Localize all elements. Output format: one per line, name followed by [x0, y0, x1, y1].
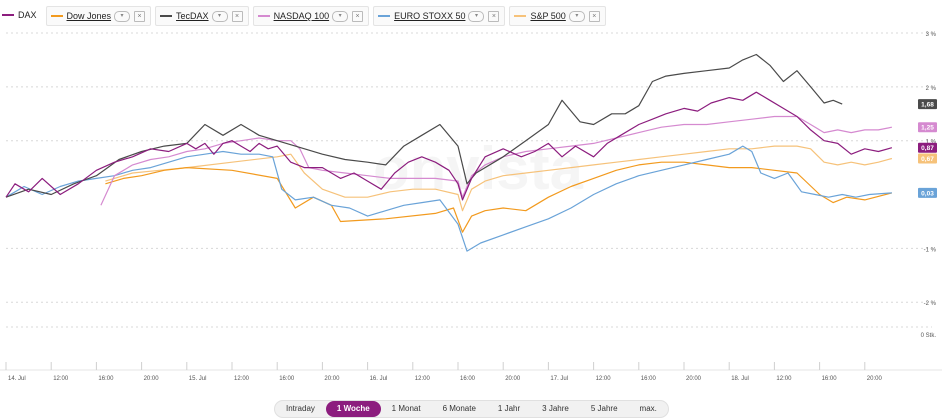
legend-swatch [378, 15, 391, 17]
chevron-down-icon[interactable]: ▾ [114, 10, 131, 22]
legend-swatch [2, 14, 14, 16]
legend-item-1[interactable]: Dow Jones ▾ × [45, 6, 152, 26]
chevron-down-icon[interactable]: ▾ [468, 10, 485, 22]
chevron-down-icon[interactable]: ▾ [211, 10, 228, 22]
x-tick-label: 20:00 [867, 376, 883, 382]
close-icon[interactable]: × [134, 10, 146, 22]
range-button-6[interactable]: 5 Jahre [590, 404, 618, 413]
legend-swatch [50, 15, 63, 17]
series-line-1 [105, 161, 893, 233]
x-tick-label: 20:00 [505, 376, 521, 382]
range-button-5[interactable]: 3 Jahre [542, 404, 569, 413]
chevron-down-icon[interactable]: ▾ [568, 10, 585, 22]
y-tick-label: -2 % [924, 301, 937, 307]
close-icon[interactable]: × [352, 10, 364, 22]
volume-label: 0 Stk. [921, 333, 937, 339]
end-label-box [918, 187, 937, 198]
range-button-7[interactable]: max. [639, 404, 657, 413]
x-tick-label: 12:00 [53, 376, 69, 382]
legend-item-0[interactable]: DAX [2, 6, 42, 24]
legend-label: NASDAQ 100 [273, 11, 330, 21]
x-tick-label: 20:00 [324, 376, 340, 382]
legend-item-5[interactable]: S&P 500 ▾ × [509, 6, 606, 26]
chevron-down-icon[interactable]: ▾ [332, 10, 349, 22]
x-tick-label: 17. Jul [550, 376, 568, 382]
end-value-label: 1,68 [918, 99, 937, 110]
y-tick-label: 2 % [926, 86, 937, 92]
x-tick-label: 20:00 [144, 376, 160, 382]
series-line-3 [100, 115, 893, 206]
x-tick-label: 12:00 [776, 376, 792, 382]
x-tick-label: 20:00 [686, 376, 702, 382]
range-button-0[interactable]: Intraday [286, 404, 315, 413]
series-line-0 [5, 91, 893, 201]
end-label-text: 0,87 [921, 145, 934, 152]
end-value-label: 0,67 [918, 153, 937, 164]
x-tick-label: 12:00 [234, 376, 250, 382]
end-label-box [918, 142, 937, 153]
series-line-4 [5, 145, 892, 252]
close-icon[interactable]: × [588, 10, 600, 22]
legend-label: S&P 500 [530, 11, 566, 21]
range-button-4[interactable]: 1 Jahr [497, 404, 521, 413]
x-tick-label: 16:00 [98, 376, 114, 382]
x-tick-label: 16:00 [822, 376, 838, 382]
end-label-text: 1,25 [921, 125, 934, 132]
end-value-label: 0,87 [918, 142, 937, 153]
time-range-bar: Intraday 1 Woche 1 Monat 6 Monate 1 Jahr 3 Ja… [274, 400, 669, 418]
close-icon[interactable]: × [231, 10, 243, 22]
x-tick-label: 12:00 [596, 376, 612, 382]
end-label-text: 0,03 [921, 190, 934, 197]
legend-label: TecDAX [176, 11, 209, 21]
x-tick-label: 14. Jul [8, 376, 26, 382]
x-tick-label: 16:00 [279, 376, 295, 382]
legend-item-4[interactable]: EURO STOXX 50 ▾ × [373, 6, 506, 26]
legend-swatch [160, 15, 173, 17]
legend: DAX Dow Jones ▾ × TecDAX ▾ × NASDAQ 100 ▾ × EURO S… [2, 6, 606, 26]
x-tick-label: 16:00 [460, 376, 476, 382]
end-label-box [918, 122, 937, 133]
legend-label: EURO STOXX 50 [394, 11, 466, 21]
end-label-text: 1,68 [921, 102, 934, 109]
end-value-label: 0,03 [918, 187, 937, 198]
range-button-1[interactable]: 1 Woche [325, 401, 381, 417]
series-line-5 [105, 145, 893, 212]
legend-label: Dow Jones [66, 11, 112, 21]
y-tick-label: -1 % [924, 247, 937, 253]
end-label-box [918, 99, 937, 110]
x-tick-label: 18. Jul [731, 376, 749, 382]
x-tick-label: 12:00 [415, 376, 431, 382]
range-button-3[interactable]: 6 Monate [442, 404, 476, 413]
legend-swatch [257, 15, 270, 17]
legend-item-2[interactable]: TecDAX ▾ × [155, 6, 249, 26]
end-label-box [918, 153, 937, 164]
close-icon[interactable]: × [488, 10, 500, 22]
end-value-label: 1,25 [918, 122, 937, 133]
legend-item-3[interactable]: NASDAQ 100 ▾ × [252, 6, 370, 26]
x-tick-label: 16:00 [641, 376, 657, 382]
legend-swatch [514, 15, 527, 17]
end-label-text: 0,67 [921, 156, 934, 163]
x-tick-label: 15. Jul [189, 376, 207, 382]
legend-label: DAX [18, 10, 37, 20]
range-button-2[interactable]: 1 Monat [391, 404, 421, 413]
y-tick-label: 3 % [926, 32, 937, 38]
x-tick-label: 16. Jul [370, 376, 388, 382]
